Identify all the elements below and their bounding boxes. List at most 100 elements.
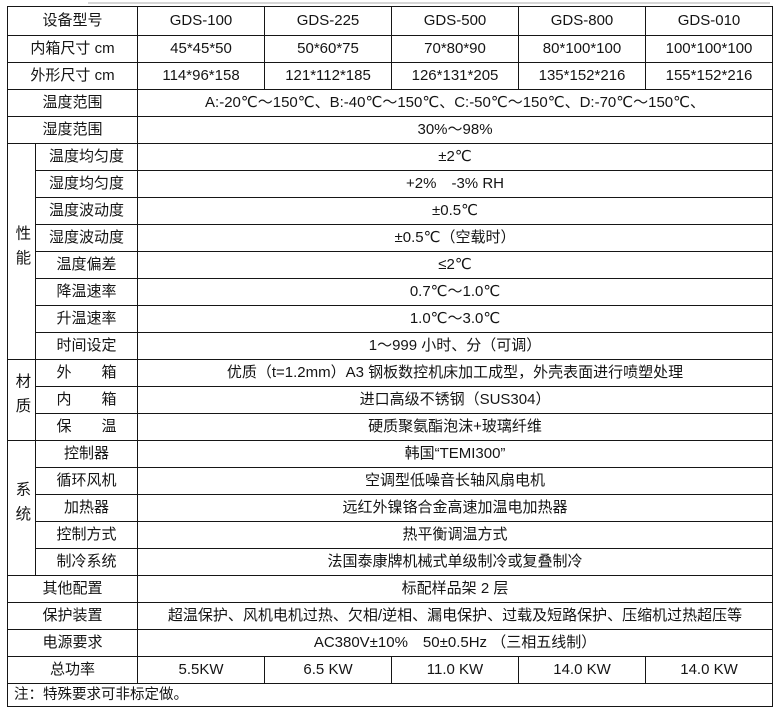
power-supply-value: AC380V±10% 50±0.5Hz （三相五线制） [137,629,774,657]
row-inner-box: 内 箱 进口高级不锈钢（SUS304） [8,386,774,414]
outer-size-cell: 155*152*216 [645,62,774,90]
humidity-fluctuation-value: ±0.5℃（空载时） [137,224,774,252]
circulation-fan-value: 空调型低噪音长轴风扇电机 [137,467,774,495]
control-mode-value: 热平衡调温方式 [137,521,774,549]
time-setting-value: 1～999 小时、分（可调） [137,332,774,360]
row-humidity-uniformity: 湿度均匀度 +2% -3% RH [8,170,774,198]
outer-box-label: 外 箱 [34,359,139,387]
group-system: 系统 [7,440,36,576]
temp-uniformity-label: 温度均匀度 [34,143,139,171]
row-outer-size: 外形尺寸 cm 114*96*158 121*112*185 126*131*2… [6,62,774,90]
group-material-label: 材质 [13,373,31,423]
footer-note: 注：特殊要求可非标定做。 [6,683,774,707]
model-name-cell: GDS-010 [645,6,774,36]
row-model-header: 设备型号 GDS-100 GDS-225 GDS-500 GDS-800 GDS… [6,6,774,36]
outer-box-value: 优质（t=1.2mm）A3 钢板数控机床加工成型，外壳表面进行喷塑处理 [137,359,774,387]
model-name-cell: GDS-100 [137,6,266,36]
temp-range-value: A:-20℃～150℃、B:-40℃～150℃、C:-50℃～150℃、D:-7… [137,89,774,117]
row-footer-note: 注：特殊要求可非标定做。 [6,683,774,707]
temp-range-label: 温度范围 [6,89,139,117]
inner-size-cell: 50*60*75 [264,35,393,63]
model-name-cell: GDS-800 [518,6,647,36]
heater-label: 加热器 [34,494,139,522]
temp-fluctuation-label: 温度波动度 [34,197,139,225]
row-time-setting: 时间设定 1～999 小时、分（可调） [8,332,774,360]
temp-uniformity-value: ±2℃ [137,143,774,171]
insulation-value: 硬质聚氨酯泡沫+玻璃纤维 [137,413,774,441]
protection-label: 保护装置 [6,602,139,630]
total-power-cell: 11.0 KW [391,656,520,684]
other-config-label: 其他配置 [6,575,139,603]
controller-value: 韩国“TEMI300” [137,440,774,468]
group-performance-label: 性能 [13,224,31,274]
heating-rate-value: 1.0℃～3.0℃ [137,305,774,333]
model-header-label: 设备型号 [6,6,139,36]
time-setting-label: 时间设定 [34,332,139,360]
row-cooling-rate: 降温速率 0.7℃～1.0℃ [8,278,774,306]
temp-deviation-value: ≤2℃ [137,251,774,279]
row-heating-rate: 升温速率 1.0℃～3.0℃ [8,305,774,333]
control-mode-label: 控制方式 [34,521,139,549]
row-total-power: 总功率 5.5KW 6.5 KW 11.0 KW 14.0 KW 14.0 KW [6,656,774,684]
inner-box-value: 进口高级不锈钢（SUS304） [137,386,774,414]
row-temp-deviation: 温度偏差 ≤2℃ [8,251,774,279]
inner-size-cell: 70*80*90 [391,35,520,63]
row-temp-uniformity: 性能 温度均匀度 ±2℃ [7,143,774,360]
row-temp-range: 温度范围 A:-20℃～150℃、B:-40℃～150℃、C:-50℃～150℃… [6,89,774,117]
inner-size-cell: 80*100*100 [518,35,647,63]
model-name-cell: GDS-500 [391,6,520,36]
row-outer-box: 材质 外 箱 优质（t=1.2mm）A3 钢板数控机床加工成型，外壳表面进行喷塑… [7,359,774,441]
total-power-cell: 5.5KW [137,656,266,684]
cooling-rate-value: 0.7℃～1.0℃ [137,278,774,306]
outer-size-cell: 126*131*205 [391,62,520,90]
group-performance: 性能 [7,143,36,360]
outer-size-label: 外形尺寸 cm [6,62,139,90]
other-config-value: 标配样品架 2 层 [137,575,774,603]
power-supply-label: 电源要求 [6,629,139,657]
row-control-mode: 控制方式 热平衡调温方式 [8,521,774,549]
group-system-label: 系统 [13,481,31,531]
row-other-config: 其他配置 标配样品架 2 层 [6,575,774,603]
circulation-fan-label: 循环风机 [34,467,139,495]
inner-size-cell: 45*45*50 [137,35,266,63]
row-refrigeration-system: 制冷系统 法国泰康牌机械式单级制冷或复叠制冷 [8,548,774,576]
model-name-cell: GDS-225 [264,6,393,36]
heater-value: 远红外镍铬合金高速加温电加热器 [137,494,774,522]
outer-size-cell: 114*96*158 [137,62,266,90]
row-protection: 保护装置 超温保护、风机电机过热、欠相/逆相、漏电保护、过载及短路保护、压缩机过… [6,602,774,630]
humidity-uniformity-value: +2% -3% RH [137,170,774,198]
row-inner-size: 内箱尺寸 cm 45*45*50 50*60*75 70*80*90 80*10… [6,35,774,63]
row-temp-fluctuation: 温度波动度 ±0.5℃ [8,197,774,225]
refrigeration-system-label: 制冷系统 [34,548,139,576]
row-circulation-fan: 循环风机 空调型低噪音长轴风扇电机 [8,467,774,495]
humidity-range-value: 30%～98% [137,116,774,144]
humidity-uniformity-label: 湿度均匀度 [34,170,139,198]
row-heater: 加热器 远红外镍铬合金高速加温电加热器 [8,494,774,522]
humidity-fluctuation-label: 湿度波动度 [34,224,139,252]
inner-size-label: 内箱尺寸 cm [6,35,139,63]
scan-artifact-line [88,2,770,4]
row-humidity-fluctuation: 湿度波动度 ±0.5℃（空载时） [8,224,774,252]
controller-label: 控制器 [34,440,139,468]
humidity-range-label: 湿度范围 [6,116,139,144]
spec-table: 设备型号 GDS-100 GDS-225 GDS-500 GDS-800 GDS… [6,6,774,707]
cooling-rate-label: 降温速率 [34,278,139,306]
total-power-cell: 14.0 KW [645,656,774,684]
temp-fluctuation-value: ±0.5℃ [137,197,774,225]
inner-box-label: 内 箱 [34,386,139,414]
protection-value: 超温保护、风机电机过热、欠相/逆相、漏电保护、过载及短路保护、压缩机过热超压等 [137,602,774,630]
refrigeration-system-value: 法国泰康牌机械式单级制冷或复叠制冷 [137,548,774,576]
row-humidity-range: 湿度范围 30%～98% [6,116,774,144]
row-power-supply: 电源要求 AC380V±10% 50±0.5Hz （三相五线制） [6,629,774,657]
inner-size-cell: 100*100*100 [645,35,774,63]
total-power-cell: 14.0 KW [518,656,647,684]
temp-deviation-label: 温度偏差 [34,251,139,279]
heating-rate-label: 升温速率 [34,305,139,333]
outer-size-cell: 135*152*216 [518,62,647,90]
group-material: 材质 [7,359,36,441]
total-power-label: 总功率 [6,656,139,684]
insulation-label: 保 温 [34,413,139,441]
outer-size-cell: 121*112*185 [264,62,393,90]
row-insulation: 保 温 硬质聚氨酯泡沫+玻璃纤维 [8,413,774,441]
spec-sheet: 设备型号 GDS-100 GDS-225 GDS-500 GDS-800 GDS… [6,2,774,707]
